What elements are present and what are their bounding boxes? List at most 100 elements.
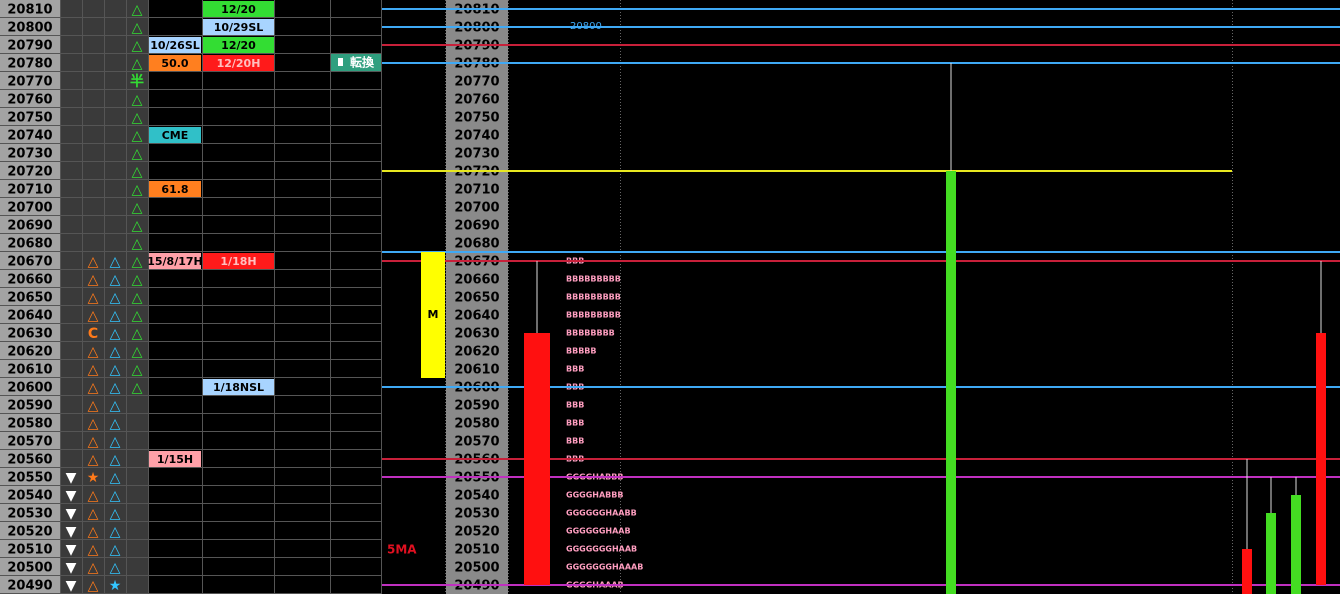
value-area [421,252,445,378]
chart-price-label: 20570 [454,435,499,450]
marker-col-d: △ [110,488,121,504]
marker-col-c: C [88,326,98,342]
convert-button[interactable]: 転換 [331,54,381,71]
tpo-letters: GGGGHABBB [566,491,623,500]
tpo-letters: BBB [566,401,584,410]
chart-price-label: 20680 [454,237,499,252]
chart-price-label: 20690 [454,219,499,234]
chart-price-label: 20580 [454,417,499,432]
marker-col-e: △ [132,110,143,126]
price-label: 20550 [7,471,52,486]
marker-col-e: △ [132,164,143,180]
marker-col-e: 半 [130,73,144,90]
price-label: 20790 [7,39,52,54]
marker-col-b: ▼ [66,542,77,558]
candle-body [946,171,956,594]
label-text: 1/18H [220,255,256,268]
marker-col-d: △ [110,272,121,288]
marker-col-d: △ [110,470,121,486]
marker-col-e: △ [132,290,143,306]
tpo-letters: BBBBBBBBB [566,275,621,284]
chart-price-label: 20760 [454,93,499,108]
marker-col-d: △ [110,254,121,270]
button-label[interactable]: 転換 [350,55,375,70]
marker-col-d: △ [110,560,121,576]
label-text: 1/18NSL [213,381,264,394]
label-cell [149,253,201,269]
marker-col-d: △ [110,290,121,306]
label-text: 10/26SL [150,39,200,52]
marker-col-c: ★ [87,470,100,486]
chart-price-label: 20510 [454,543,499,558]
candle-body [1266,513,1276,594]
price-label: 20600 [7,381,52,396]
marker-col-c: △ [88,254,99,270]
marker-col-d: △ [110,434,121,450]
tpo-letters: GGGGGGGHAAAB [566,563,643,572]
marker-col-d: △ [110,326,121,342]
price-label: 20580 [7,417,52,432]
marker-col-d: △ [110,362,121,378]
marker-col-d: △ [110,452,121,468]
chart-price-label: 20710 [454,183,499,198]
tpo-letters: GGGGGGGHAAB [566,545,637,554]
candle-body [1291,495,1301,594]
price-label: 20760 [7,93,52,108]
price-label: 20780 [7,57,52,72]
button-icon [338,58,343,66]
label-text: 61.8 [161,183,188,196]
chart-vertical-grid [445,0,1233,594]
candle-body [1316,333,1326,585]
tpo-letters: BBBBBBBB [566,329,615,338]
marker-col-e: △ [132,254,143,270]
price-label: 20570 [7,435,52,450]
marker-col-e: △ [132,56,143,72]
price-label: 20700 [7,201,52,216]
chart-price-label: 20740 [454,129,499,144]
chart-price-label: 20630 [454,327,499,342]
price-label: 20590 [7,399,52,414]
button-bg[interactable] [331,54,381,71]
label-text: 12/20 [221,3,256,16]
tpo-letters: BBBBBBBBB [566,311,621,320]
price-label: 20810 [7,3,52,18]
price-label: 20800 [7,21,52,36]
marker-col-b: ▼ [66,524,77,540]
marker-col-e: △ [132,326,143,342]
marker-col-b: ▼ [66,488,77,504]
marker-col-c: △ [88,308,99,324]
marker-col-e: △ [132,344,143,360]
rows: 2081020810△12/202080020800△10/29SL207902… [0,1,500,594]
chart-price-label: 20610 [454,363,499,378]
marker-col-c: △ [88,416,99,432]
label-cell [149,127,201,143]
marker-col-c: △ [88,524,99,540]
marker-col-c: △ [88,452,99,468]
price-label: 20620 [7,345,52,360]
marker-col-d: △ [110,524,121,540]
marker-col-e: △ [132,380,143,396]
tpo-letters: GGGGGGHAABB [566,509,637,518]
marker-col-e: △ [132,218,143,234]
marker-col-d: ★ [109,578,122,594]
tpo-letters: GGGGGGHAAB [566,527,631,536]
label-cell [203,37,274,53]
marker-col-b: ▼ [66,560,77,576]
marker-col-b: ▼ [66,506,77,522]
marker-col-d: △ [110,380,121,396]
price-label: 20730 [7,147,52,162]
marker-col-e: △ [132,2,143,18]
chart-price-label: 20620 [454,345,499,360]
price-label: 20540 [7,489,52,504]
price-label: 20660 [7,273,52,288]
marker-col-e: △ [132,38,143,54]
label-text: 12/20H [217,57,261,70]
marker-col-e: △ [132,236,143,252]
marker-col-c: △ [88,578,99,594]
label-text: 50.0 [161,57,188,70]
price-label: 20630 [7,327,52,342]
marker-col-c: △ [88,560,99,576]
price-label: 20690 [7,219,52,234]
price-label: 20610 [7,363,52,378]
